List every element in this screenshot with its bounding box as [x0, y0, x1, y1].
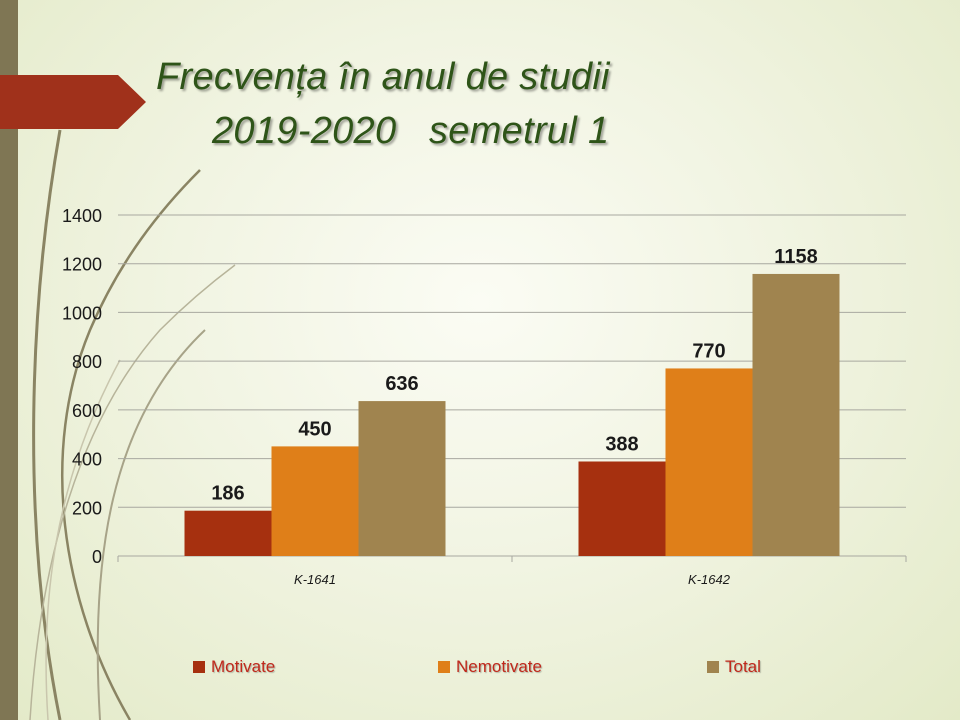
- y-tick-label: 1400: [62, 206, 102, 226]
- legend-label-total: Total: [725, 657, 761, 676]
- data-label: 450: [298, 418, 331, 440]
- legend-item-total: Total: [707, 656, 761, 678]
- y-tick-label: 400: [72, 450, 102, 470]
- y-tick-label: 0: [92, 547, 102, 567]
- bar: [578, 461, 666, 556]
- data-label: 770: [692, 340, 725, 362]
- bar: [358, 401, 446, 556]
- y-tick-label: 600: [72, 401, 102, 421]
- data-label: 186: [211, 483, 244, 505]
- legend-swatch-total: [707, 661, 719, 673]
- legend-item-nemotivate: Nemotivate: [438, 656, 542, 678]
- y-tick-label: 800: [72, 352, 102, 372]
- data-label: 388: [605, 433, 638, 455]
- left-accent-bar: [0, 0, 18, 720]
- legend-swatch-motivate: [193, 661, 205, 673]
- data-label: 636: [385, 373, 418, 395]
- legend-label-motivate: Motivate: [211, 657, 276, 676]
- y-tick-label: 1000: [62, 303, 102, 323]
- bar: [665, 368, 753, 556]
- x-tick-label: K-1641: [294, 572, 336, 587]
- bar: [752, 273, 840, 556]
- slide-title-line-2: 2019-2020 semetrul 1: [212, 110, 610, 152]
- x-tick-label: K-1642: [688, 572, 731, 587]
- slide-title-line-1: Frecvența în anul de studii: [156, 56, 610, 98]
- arrow-banner: [0, 75, 146, 129]
- legend-label-nemotivate: Nemotivate: [456, 657, 542, 676]
- legend-item-motivate: Motivate: [193, 656, 275, 678]
- data-label: 1158: [774, 246, 817, 268]
- y-tick-label: 1200: [62, 255, 102, 275]
- bar: [184, 510, 272, 556]
- legend-swatch-nemotivate: [438, 661, 450, 673]
- y-tick-label: 200: [72, 498, 102, 518]
- bar: [271, 446, 359, 556]
